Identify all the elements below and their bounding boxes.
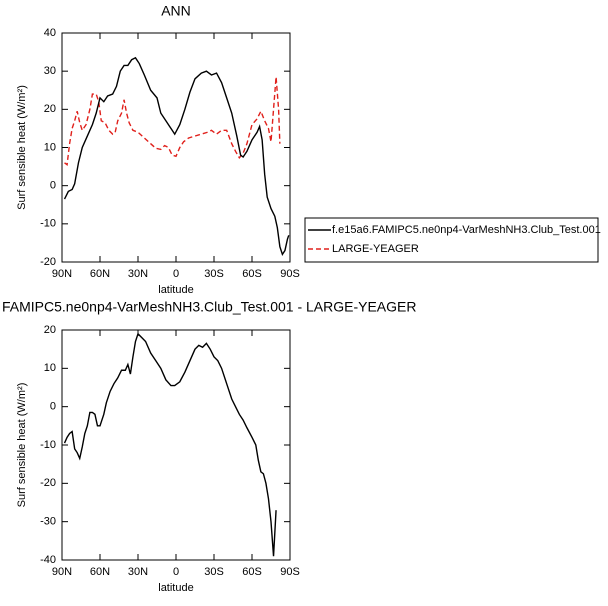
y-tick-label: 10 bbox=[44, 141, 56, 153]
data-line bbox=[63, 332, 277, 557]
y-tick-label: -20 bbox=[40, 477, 56, 489]
x-tick-label: 30S bbox=[204, 566, 224, 578]
x-tick-label: 30S bbox=[204, 268, 224, 280]
y-tick-label: 20 bbox=[44, 103, 56, 115]
y-tick-label: 30 bbox=[44, 65, 56, 77]
data-line bbox=[64, 76, 281, 166]
y-tick-label: 40 bbox=[44, 27, 56, 39]
x-tick-label: 30N bbox=[128, 566, 148, 578]
legend-label: LARGE-YEAGER bbox=[332, 243, 419, 255]
x-tick-label: 60N bbox=[90, 566, 110, 578]
y-tick-label: 10 bbox=[44, 362, 56, 374]
x-tick-label: 60N bbox=[90, 268, 110, 280]
y-tick-label: -40 bbox=[40, 554, 56, 566]
y-tick-label: -10 bbox=[40, 218, 56, 230]
chart-title: ANN bbox=[161, 3, 191, 19]
x-tick-label: 0 bbox=[173, 268, 179, 280]
y-tick-label: 20 bbox=[44, 324, 56, 336]
x-tick-label: 30N bbox=[128, 268, 148, 280]
legend-box bbox=[304, 217, 599, 263]
x-tick-label: 60S bbox=[242, 268, 262, 280]
x-tick-label: 90N bbox=[52, 268, 72, 280]
x-tick-label: 60S bbox=[242, 566, 262, 578]
y-tick-label: -20 bbox=[40, 256, 56, 268]
x-tick-label: 90S bbox=[280, 268, 300, 280]
data-line bbox=[63, 56, 290, 256]
y-axis-label: Surf sensible heat (W/m²) bbox=[16, 85, 28, 210]
x-axis-label: latitude bbox=[158, 284, 193, 296]
plot-frame bbox=[61, 32, 291, 263]
x-tick-label: 90S bbox=[280, 566, 300, 578]
y-tick-label: 0 bbox=[50, 401, 56, 413]
y-tick-label: -10 bbox=[40, 439, 56, 451]
y-tick-label: 0 bbox=[50, 180, 56, 192]
y-axis-label: Surf sensible heat (W/m²) bbox=[16, 383, 28, 508]
x-tick-label: 90N bbox=[52, 566, 72, 578]
x-axis-label: latitude bbox=[158, 582, 193, 594]
legend-label: f.e15a6.FAMIPC5.ne0np4-VarMeshNH3.Club_T… bbox=[332, 224, 601, 236]
y-tick-label: -30 bbox=[40, 516, 56, 528]
x-tick-label: 0 bbox=[173, 566, 179, 578]
chart-title: FAMIPC5.ne0np4-VarMeshNH3.Club_Test.001 … bbox=[2, 299, 416, 315]
